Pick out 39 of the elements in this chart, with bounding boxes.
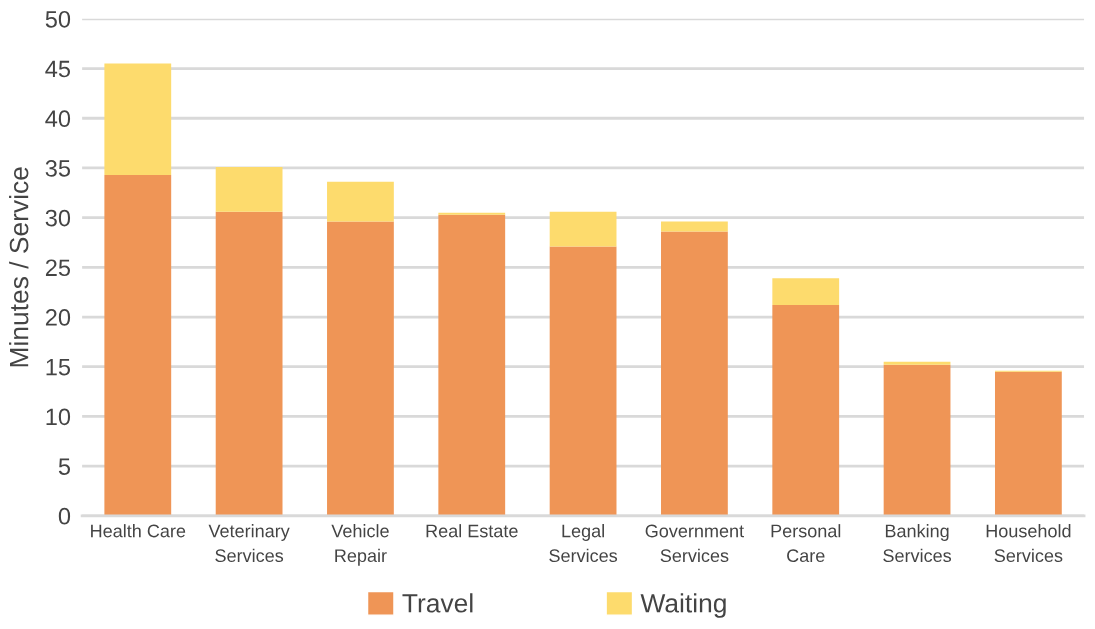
y-tick-label: 5: [58, 458, 71, 475]
x-tick-label: Personal Care: [771, 524, 841, 563]
x-tick-label: Veterinary Services: [208, 524, 290, 563]
bar: [104, 174, 172, 516]
y-tick-label: 25: [45, 259, 71, 277]
y-tick-label: 35: [45, 160, 71, 177]
bar: [994, 371, 1062, 516]
y-tick-label: 10: [46, 408, 71, 426]
bar: [215, 211, 283, 516]
bar: [661, 231, 728, 516]
bar: [549, 211, 617, 247]
y-tick-label: 45: [45, 60, 71, 78]
bar: [438, 214, 506, 516]
x-tick-label: Government Services: [645, 524, 744, 563]
bar: [104, 63, 172, 175]
y-tick-label: 15: [46, 359, 71, 376]
bar: [327, 181, 394, 222]
bar: [772, 305, 840, 516]
y-axis-title: Minutes / Service: [9, 167, 29, 367]
y-tick-label: 30: [45, 209, 71, 227]
bar: [883, 361, 951, 365]
bar: [549, 246, 617, 516]
y-tick-label: 20: [45, 309, 71, 326]
bar: [883, 364, 951, 516]
y-tick-label: 40: [45, 110, 71, 128]
legend-label: Travel: [402, 593, 473, 613]
x-tick-label: Legal Services: [549, 524, 618, 563]
x-tick-label: Vehicle Repair: [331, 524, 389, 566]
x-tick-label: Real Estate: [426, 524, 518, 538]
bar: [661, 221, 728, 232]
bar: [772, 278, 840, 306]
bar: [327, 221, 394, 516]
x-tick-label: Banking Services: [883, 524, 952, 563]
y-tick-label: 0: [58, 507, 71, 525]
legend-label: Waiting: [640, 593, 726, 618]
bar: [215, 166, 283, 212]
y-tick-label: 50: [45, 10, 71, 28]
x-tick-label: Health Care: [91, 524, 186, 538]
x-tick-label: Household Services: [986, 524, 1071, 563]
